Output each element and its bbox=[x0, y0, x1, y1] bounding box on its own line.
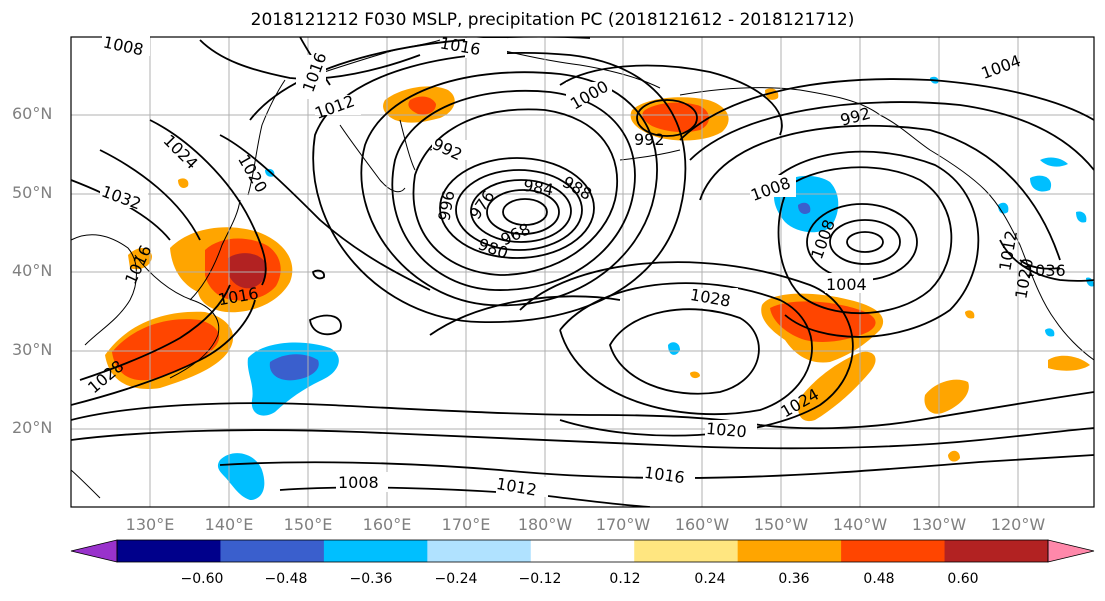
lat-label: 40°N bbox=[12, 261, 53, 280]
colorbar-tick: 0.48 bbox=[863, 571, 895, 587]
lon-label: 170°E bbox=[441, 515, 491, 534]
lon-label: 150°E bbox=[283, 515, 333, 534]
lon-label: 180°W bbox=[517, 515, 573, 534]
contour-label: 1036 bbox=[1025, 261, 1066, 280]
colorbar-tick: −0.60 bbox=[180, 571, 224, 587]
lon-label: 150°W bbox=[753, 515, 809, 534]
colorbar-tick: 0.60 bbox=[947, 571, 979, 587]
colorbar-segment bbox=[427, 540, 532, 562]
colorbar-segment bbox=[944, 540, 1049, 562]
colorbar-tick: −0.12 bbox=[518, 571, 562, 587]
lon-label: 140°E bbox=[204, 515, 254, 534]
colorbar-segment bbox=[323, 540, 428, 562]
lon-label: 160°W bbox=[674, 515, 730, 534]
colorbar-tick: 0.36 bbox=[778, 571, 810, 587]
colorbar-segment bbox=[220, 540, 325, 562]
lat-label: 60°N bbox=[12, 104, 53, 123]
lon-label: 130°E bbox=[125, 515, 175, 534]
colorbar-tick: 0.12 bbox=[609, 571, 641, 587]
contour-label: 1004 bbox=[826, 275, 867, 294]
colorbar-segment bbox=[634, 540, 739, 562]
colorbar-tick: −0.48 bbox=[264, 571, 308, 587]
contour-labels: 1008 1016 1016 1012 1024 1020 1032 1016 … bbox=[84, 32, 1066, 499]
map-title: 2018121212 F030 MSLP, precipitation PC (… bbox=[250, 10, 855, 30]
lon-label: 170°W bbox=[595, 515, 651, 534]
lat-label: 20°N bbox=[12, 418, 53, 437]
colorbar-segment bbox=[737, 540, 842, 562]
contour-label: 1008 bbox=[338, 473, 379, 492]
lat-label: 50°N bbox=[12, 183, 53, 202]
colorbar bbox=[70, 539, 1095, 563]
colorbar-segment bbox=[841, 540, 946, 562]
isobars bbox=[71, 37, 1094, 507]
colorbar-tick: 0.24 bbox=[694, 571, 726, 587]
colorbar-tick: −0.36 bbox=[349, 571, 393, 587]
contour-label: 1020 bbox=[705, 419, 747, 441]
lon-label: 140°W bbox=[832, 515, 888, 534]
lon-label: 120°W bbox=[990, 515, 1046, 534]
colorbar-tick: −0.24 bbox=[434, 571, 478, 587]
contour-label: 992 bbox=[634, 130, 665, 149]
map-border bbox=[70, 36, 1095, 508]
precip-shading bbox=[105, 76, 1094, 500]
lon-label: 130°W bbox=[911, 515, 967, 534]
colorbar-segment bbox=[117, 540, 221, 562]
colorbar-segment bbox=[530, 540, 635, 562]
lon-label: 160°E bbox=[362, 515, 412, 534]
lat-label: 30°N bbox=[12, 340, 53, 359]
